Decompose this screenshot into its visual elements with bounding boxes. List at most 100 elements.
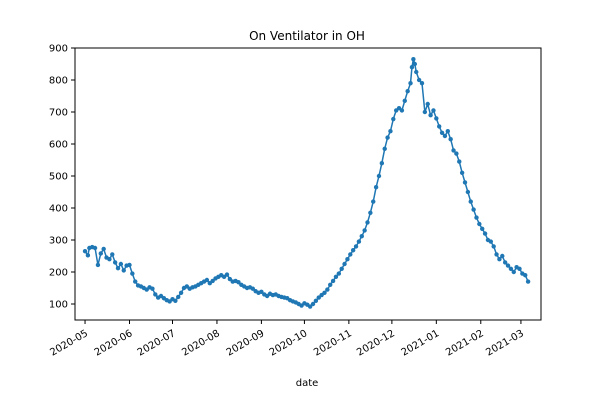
- data-point: [477, 221, 482, 227]
- data-point: [227, 276, 233, 282]
- data-point: [465, 189, 471, 195]
- data-point: [412, 61, 418, 67]
- x-axis-label: date: [296, 378, 319, 389]
- data-point: [448, 137, 453, 142]
- y-tick-label: 900: [49, 44, 68, 55]
- data-point: [359, 233, 364, 239]
- data-point: [365, 220, 370, 225]
- data-point: [411, 57, 416, 62]
- data-point: [408, 81, 413, 86]
- data-point: [95, 262, 101, 268]
- data-point: [399, 108, 405, 113]
- data-point: [422, 109, 428, 115]
- data-point: [224, 272, 230, 277]
- data-point: [348, 252, 353, 257]
- data-point: [428, 113, 433, 118]
- data-point: [482, 231, 488, 236]
- series-layer: [82, 57, 531, 309]
- data-point: [402, 98, 407, 104]
- data-point: [431, 108, 436, 113]
- data-point: [376, 173, 382, 179]
- data-point: [150, 286, 155, 291]
- data-point: [511, 269, 516, 275]
- data-point: [385, 135, 390, 140]
- data-point: [523, 273, 528, 278]
- chart-title: On Ventilator in OH: [249, 29, 365, 43]
- plot-frame: [74, 47, 542, 321]
- data-point: [517, 266, 522, 271]
- data-point: [336, 271, 342, 276]
- plot-area: [75, 48, 541, 320]
- data-point: [322, 290, 327, 295]
- data-point: [388, 129, 393, 134]
- data-point: [356, 239, 362, 244]
- data-point: [471, 207, 476, 212]
- data-point: [130, 271, 135, 276]
- data-point: [502, 260, 508, 265]
- data-point: [330, 278, 336, 284]
- data-point: [468, 199, 473, 204]
- data-point: [416, 77, 422, 83]
- data-point: [480, 226, 485, 231]
- data-point: [176, 294, 181, 300]
- data-point: [454, 151, 459, 156]
- data-point: [313, 298, 319, 303]
- data-point: [333, 274, 339, 279]
- data-point: [462, 180, 468, 185]
- data-point: [173, 298, 178, 303]
- data-point: [115, 265, 121, 271]
- data-point: [457, 159, 462, 164]
- data-point: [508, 266, 514, 271]
- data-point: [419, 81, 425, 86]
- data-point: [121, 268, 126, 273]
- data-point: [474, 215, 479, 220]
- data-point: [425, 101, 430, 107]
- data-point: [434, 116, 439, 121]
- data-point: [437, 124, 442, 129]
- data-point: [362, 228, 367, 233]
- data-point: [491, 244, 496, 249]
- data-point: [382, 146, 387, 151]
- data-point: [505, 263, 511, 268]
- data-point: [328, 282, 333, 287]
- data-point: [439, 130, 445, 135]
- data-point: [101, 246, 106, 252]
- data-point: [210, 278, 215, 284]
- data-point: [414, 69, 419, 75]
- data-point: [316, 295, 321, 300]
- data-point: [112, 260, 118, 265]
- data-point: [500, 253, 505, 259]
- data-point: [445, 129, 450, 134]
- data-point: [98, 251, 104, 256]
- data-point: [85, 253, 91, 258]
- data-point: [127, 262, 132, 268]
- data-point: [497, 257, 502, 262]
- data-point: [110, 252, 115, 257]
- data-point: [204, 277, 210, 283]
- data-point: [342, 261, 347, 267]
- y-tick-label: 800: [49, 76, 68, 87]
- data-point: [525, 279, 531, 284]
- data-point: [353, 244, 359, 249]
- y-tick-label: 500: [49, 172, 68, 183]
- data-point: [409, 65, 415, 70]
- data-point: [92, 245, 98, 251]
- data-point: [310, 301, 316, 307]
- data-point: [153, 292, 158, 297]
- data-point: [368, 210, 373, 215]
- y-tick-label: 300: [49, 236, 68, 247]
- data-point: [391, 116, 396, 122]
- data-point: [350, 248, 356, 253]
- plot-background: [75, 48, 541, 320]
- y-tick-label: 100: [49, 300, 68, 311]
- y-tick-label: 700: [49, 108, 68, 119]
- data-point: [345, 257, 350, 262]
- data-point: [379, 161, 385, 166]
- data-point: [82, 249, 88, 254]
- data-point: [451, 148, 456, 153]
- data-point: [307, 304, 313, 309]
- data-point: [259, 289, 264, 295]
- data-point: [494, 252, 499, 257]
- data-point: [118, 261, 124, 267]
